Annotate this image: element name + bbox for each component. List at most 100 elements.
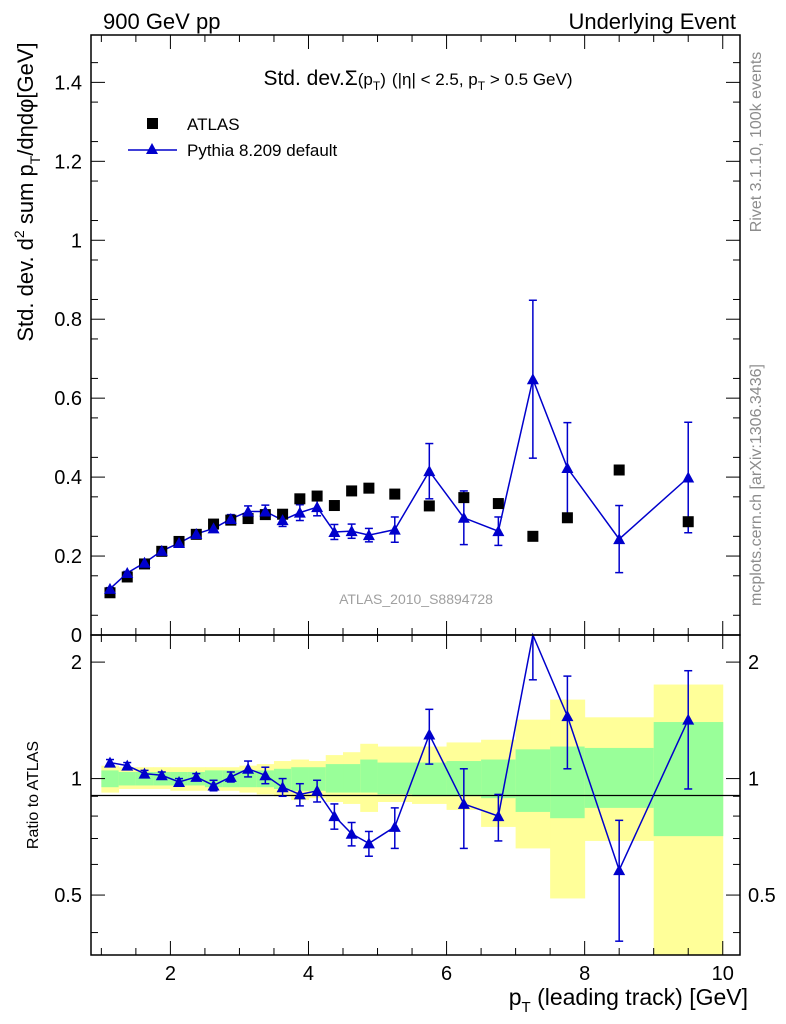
ratio-pythia-point xyxy=(561,710,574,722)
atlas-point xyxy=(328,500,340,512)
ratio-pythia-point xyxy=(311,784,324,796)
ratio-inner-band xyxy=(377,762,413,795)
pythia-point xyxy=(103,582,116,594)
ratio-pythia-point xyxy=(423,728,436,740)
ratio-inner-band xyxy=(325,764,344,793)
pythia-point xyxy=(388,523,401,535)
legend: ATLAS Pythia 8.209 default xyxy=(128,115,338,160)
x-axis-label: pT (leading track) [GeV] xyxy=(509,984,748,1016)
ratio-pythia-point xyxy=(345,827,358,839)
x-tick-label: 6 xyxy=(441,963,452,985)
main-panel: 0 0.2 0.4 0.6 0.8 1 1.2 1.4 Std. dev.Σ(pT) (|η| … xyxy=(11,34,741,647)
main-y-tick-label: 1.2 xyxy=(54,151,82,173)
pythia-point xyxy=(207,522,220,534)
ratio-pythia-point xyxy=(259,769,272,781)
pythia-point xyxy=(224,512,237,524)
ratio-pythia-point xyxy=(362,837,375,849)
pythia-point xyxy=(526,373,539,385)
pythia-point xyxy=(173,537,186,549)
ratio-pythia-point xyxy=(224,770,237,782)
pythia-point xyxy=(311,501,324,513)
ratio-pythia-point xyxy=(121,759,134,771)
ratio-pythia-line xyxy=(109,632,689,873)
pythia-point xyxy=(345,525,358,537)
ratio-inner-band xyxy=(239,770,258,788)
ratio-y-axis-label: Ratio to ATLAS xyxy=(25,741,42,849)
atlas-point xyxy=(561,512,573,524)
ratio-pythia-point xyxy=(276,781,289,793)
atlas-point xyxy=(458,492,470,504)
pythia-point xyxy=(423,465,436,477)
pythia-point xyxy=(190,527,203,539)
legend-pythia-label: Pythia 8.209 default xyxy=(187,141,338,160)
ratio-pythia-point xyxy=(138,767,151,779)
ratio-inner-band xyxy=(118,771,137,786)
ratio-y-tick-label: 2 xyxy=(71,652,82,674)
legend-pythia-marker xyxy=(146,143,158,154)
main-y-tick-label: 0.4 xyxy=(54,467,82,489)
pythia-point xyxy=(259,505,272,517)
ratio-plot-area xyxy=(103,632,695,942)
ratio-pythia-point xyxy=(388,820,401,832)
ratio-y-tick-label-right: 0.5 xyxy=(748,885,776,907)
atlas-point xyxy=(527,530,539,542)
ratio-panel-frame xyxy=(90,634,741,956)
header-left: 900 GeV pp xyxy=(103,9,220,34)
atlas-point xyxy=(682,516,694,528)
ratio-inner-band xyxy=(291,767,309,791)
atlas-point xyxy=(492,498,504,510)
main-y-tick-label: 1 xyxy=(71,230,82,252)
header-right: Underlying Event xyxy=(568,9,736,34)
pythia-point xyxy=(328,525,341,537)
ratio-inner-band xyxy=(481,759,517,799)
ratio-inner-band xyxy=(360,759,379,793)
ratio-y-tick-label-right: 2 xyxy=(748,652,759,674)
atlas-point xyxy=(389,488,401,500)
x-tick-label: 10 xyxy=(712,963,734,985)
legend-atlas-marker xyxy=(147,118,158,129)
ratio-y-tick-label: 0.5 xyxy=(54,885,82,907)
atlas-point xyxy=(423,500,435,512)
main-y-tick-label: 0.2 xyxy=(54,546,82,568)
ratio-inner-band xyxy=(101,770,120,788)
ratio-inner-band xyxy=(308,767,327,791)
atlas-point xyxy=(613,464,625,476)
atlas-point xyxy=(346,485,358,497)
ratio-pythia-point xyxy=(242,762,255,774)
ratio-pythia-point xyxy=(173,775,186,787)
ratio-pythia-point xyxy=(103,756,116,768)
ratio-pythia-point xyxy=(682,713,695,725)
ratio-pythia-point xyxy=(155,769,168,781)
main-y-axis-label: Std. dev. d2 sum pT/dηdφ[GeV] xyxy=(11,42,43,341)
analysis-watermark: ATLAS_2010_S8894728 xyxy=(339,591,493,607)
main-plot-title: Std. dev.Σ(pT) (|η| < 2.5, pT > 0.5 GeV) xyxy=(263,67,572,93)
x-tick-label: 4 xyxy=(303,963,314,985)
ratio-inner-band xyxy=(412,762,448,797)
ratio-axis-ticks: 2 4 6 8 10 0.5 0.5 1 1 2 2 xyxy=(54,635,776,985)
ratio-y-tick-label-right: 1 xyxy=(748,769,759,791)
pythia-point xyxy=(492,525,505,537)
ratio-pythia-point xyxy=(328,810,341,822)
x-tick-label: 2 xyxy=(165,963,176,985)
main-y-tick-label: 0.6 xyxy=(54,388,82,410)
main-y-tick-label: 0 xyxy=(71,625,82,647)
main-axis-ticks: 0 0.2 0.4 0.6 0.8 1 1.2 1.4 xyxy=(54,35,740,647)
pythia-line xyxy=(109,376,689,590)
atlas-point xyxy=(294,493,306,505)
ratio-inner-band xyxy=(343,764,361,793)
main-y-tick-label: 0.8 xyxy=(54,309,82,331)
atlas-point xyxy=(363,482,375,494)
ratio-inner-band xyxy=(515,749,551,812)
ratio-pythia-point xyxy=(190,770,203,782)
ratio-pythia-point xyxy=(293,788,306,800)
ratio-inner-band xyxy=(584,747,655,808)
main-plot-area xyxy=(103,299,695,599)
pythia-point xyxy=(138,556,151,568)
pythia-point xyxy=(561,462,574,474)
main-y-tick-label: 1.4 xyxy=(54,72,82,94)
pythia-point xyxy=(293,506,306,518)
pythia-point xyxy=(155,544,168,556)
pythia-point xyxy=(457,511,470,523)
pythia-point xyxy=(362,529,375,541)
